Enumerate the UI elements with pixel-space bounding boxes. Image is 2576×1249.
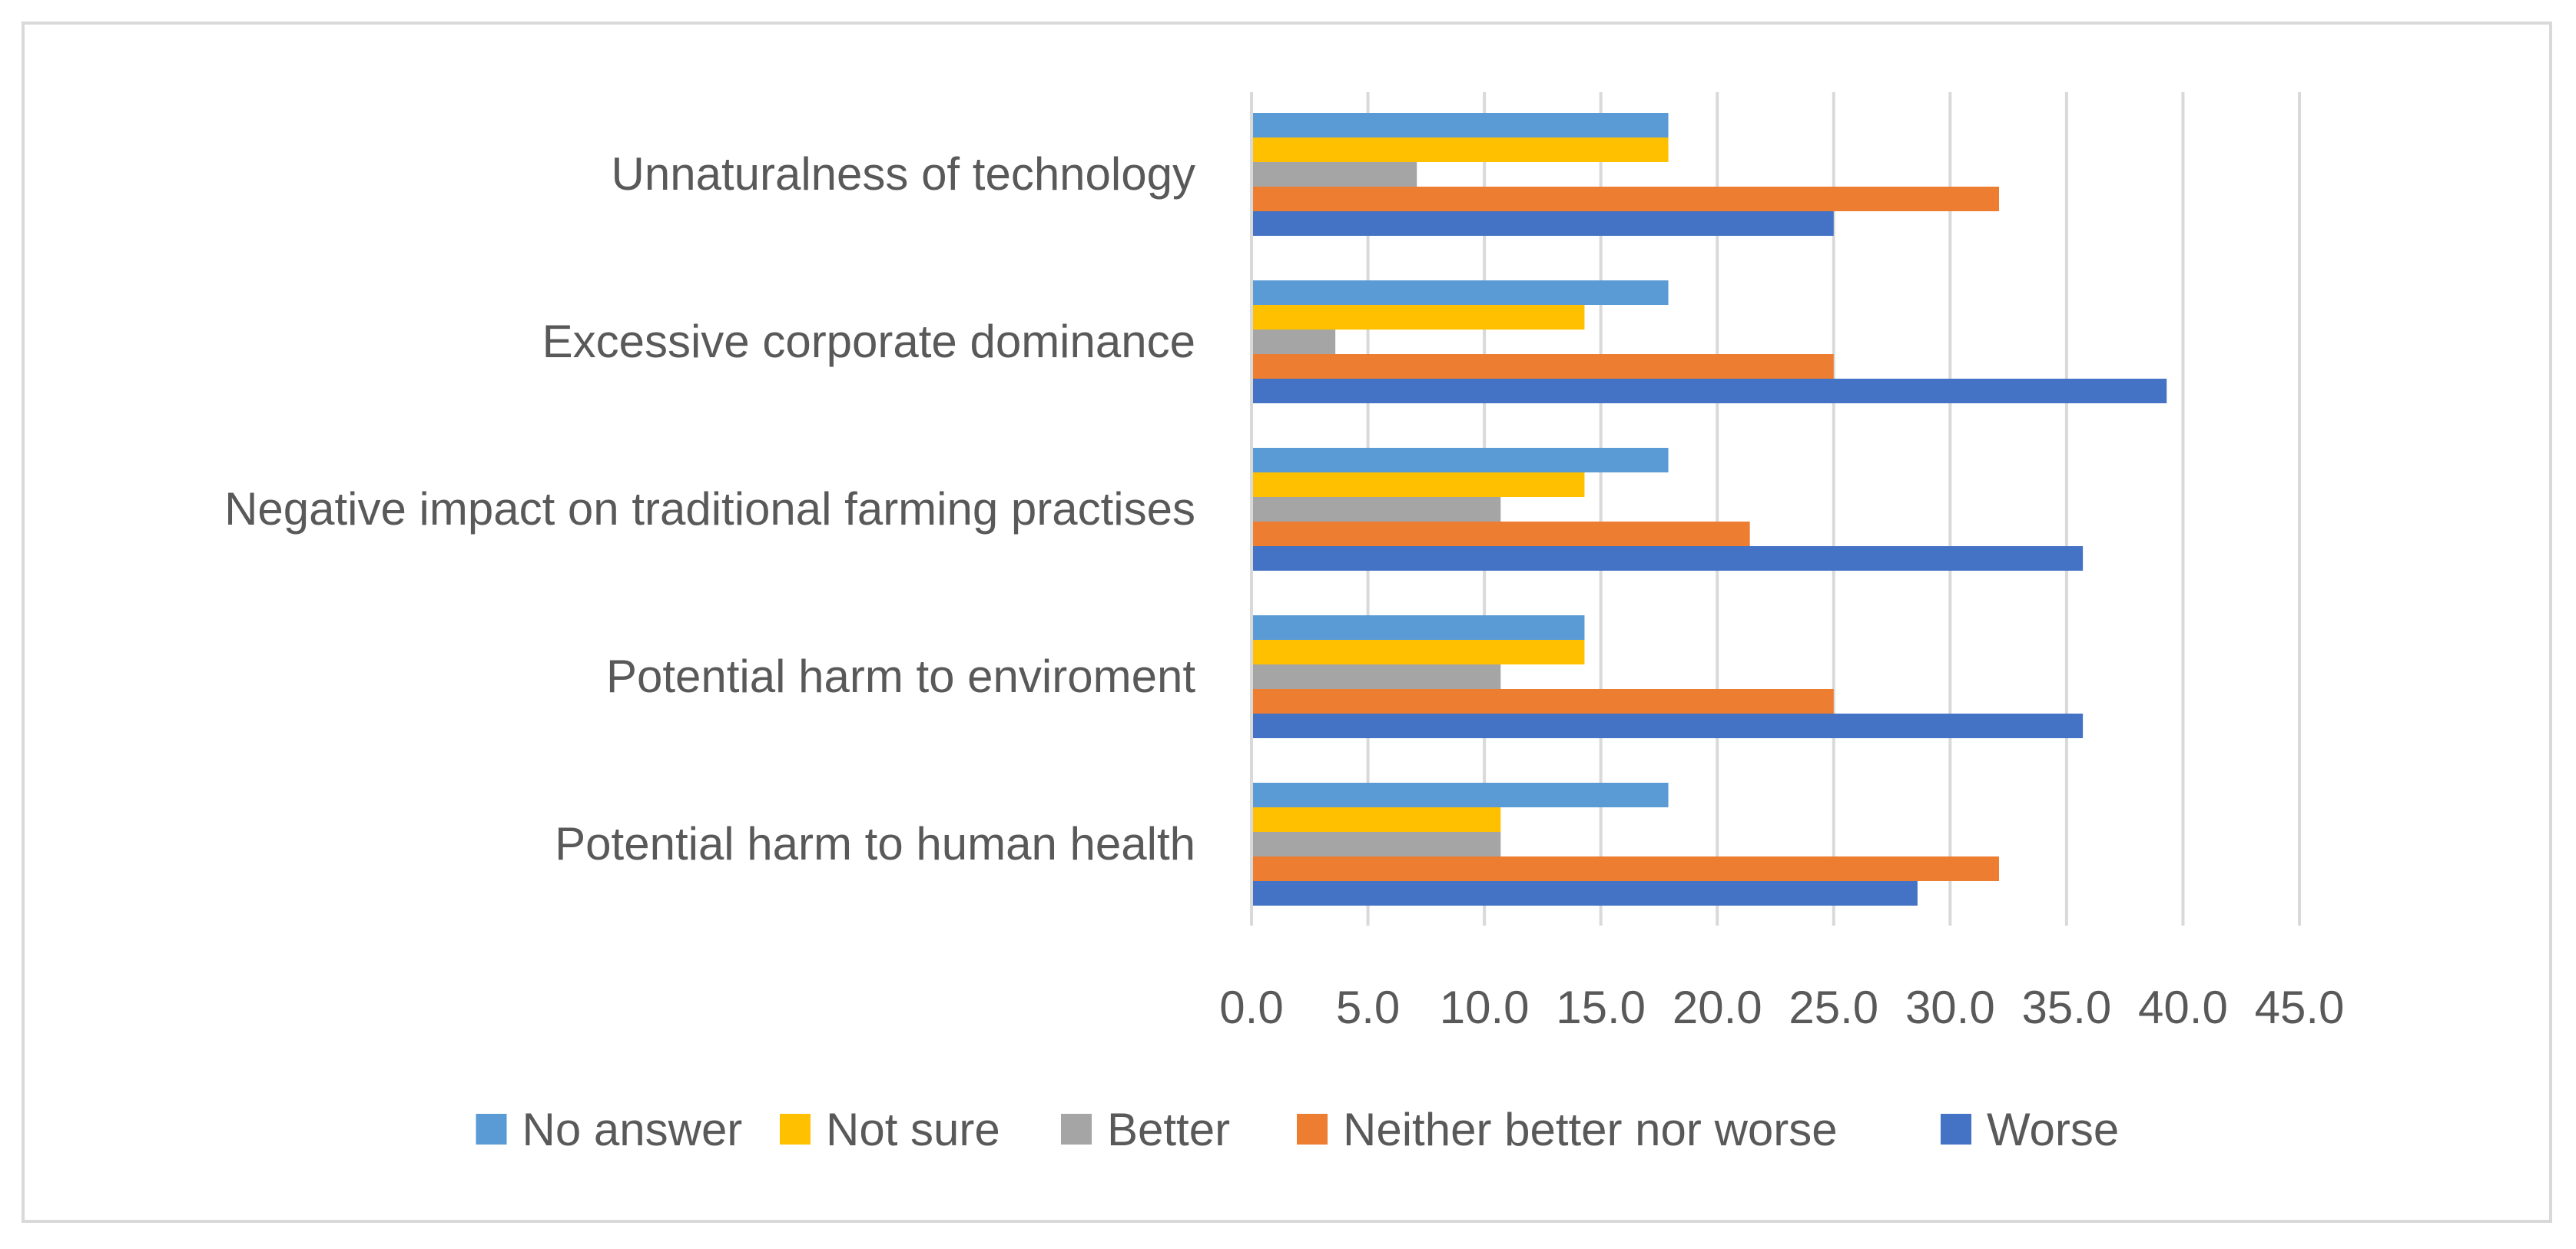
bar-better-2 [1252, 330, 1336, 354]
x-tick-label: 35.0 [2021, 982, 2111, 1033]
bar-no-answer-2 [1252, 280, 1669, 305]
x-tick-label: 20.0 [1673, 982, 1762, 1033]
category-label: Potential harm to enviroment [606, 651, 1195, 702]
bar-not-sure-1 [1252, 137, 1669, 162]
bar-not-sure-5 [1252, 807, 1501, 832]
bar-neither-better-nor-worse-5 [1252, 856, 1999, 881]
x-tick-label: 5.0 [1336, 982, 1400, 1033]
tick-labels: 0.0 5.0 10.0 15.0 20.0 25.0 30.0 35.0 40.0 45.0 [1219, 982, 2344, 1033]
legend-label-not-sure: Not sure [826, 1104, 1000, 1155]
chart-frame [22, 22, 2552, 1223]
legend-swatch-neither-better-nor-worse [1297, 1114, 1328, 1145]
bars [1252, 113, 2167, 906]
bar-no-answer-1 [1252, 113, 1669, 137]
x-tick-label: 45.0 [2255, 982, 2345, 1033]
x-tick-label: 0.0 [1219, 982, 1283, 1033]
bar-no-answer-3 [1252, 448, 1669, 472]
category-labels: Unnaturalness of technology Excessive cor… [224, 148, 1195, 870]
bar-not-sure-3 [1252, 472, 1585, 497]
bar-neither-better-nor-worse-3 [1252, 522, 1750, 546]
x-tick-label: 25.0 [1789, 982, 1878, 1033]
category-label: Excessive corporate dominance [542, 316, 1195, 367]
bar-neither-better-nor-worse-1 [1252, 187, 1999, 211]
bar-worse-4 [1252, 714, 2084, 738]
x-tick-label: 10.0 [1440, 982, 1530, 1033]
legend-label-neither-better-nor-worse: Neither better nor worse [1343, 1104, 1838, 1155]
category-label: Negative impact on traditional farming p… [224, 483, 1195, 535]
legend-swatch-better [1061, 1114, 1092, 1145]
x-tick-label: 30.0 [1905, 982, 1995, 1033]
bar-neither-better-nor-worse-2 [1252, 354, 1834, 379]
bar-worse-3 [1252, 546, 2084, 571]
bar-no-answer-4 [1252, 615, 1585, 640]
legend-label-no-answer: No answer [522, 1104, 743, 1155]
bar-worse-1 [1252, 211, 1834, 236]
legend-label-worse: Worse [1987, 1104, 2119, 1155]
bar-worse-2 [1252, 379, 2167, 403]
legend-swatch-not-sure [780, 1114, 811, 1145]
bar-neither-better-nor-worse-4 [1252, 689, 1834, 714]
legend: No answer Not sure Better Neither better no… [476, 1104, 2119, 1155]
legend-label-better: Better [1107, 1104, 1230, 1155]
bar-not-sure-2 [1252, 305, 1585, 330]
bar-worse-5 [1252, 881, 1918, 906]
bar-better-1 [1252, 162, 1417, 187]
category-label: Potential harm to human health [555, 818, 1195, 870]
bar-not-sure-4 [1252, 640, 1585, 664]
x-tick-label: 40.0 [2138, 982, 2228, 1033]
bar-better-5 [1252, 832, 1501, 856]
bar-better-4 [1252, 664, 1501, 689]
legend-swatch-worse [1941, 1114, 1971, 1145]
bar-no-answer-5 [1252, 783, 1669, 807]
category-label: Unnaturalness of technology [612, 148, 1196, 200]
x-tick-label: 15.0 [1556, 982, 1646, 1033]
bar-better-3 [1252, 497, 1501, 522]
legend-swatch-no-answer [476, 1114, 507, 1145]
